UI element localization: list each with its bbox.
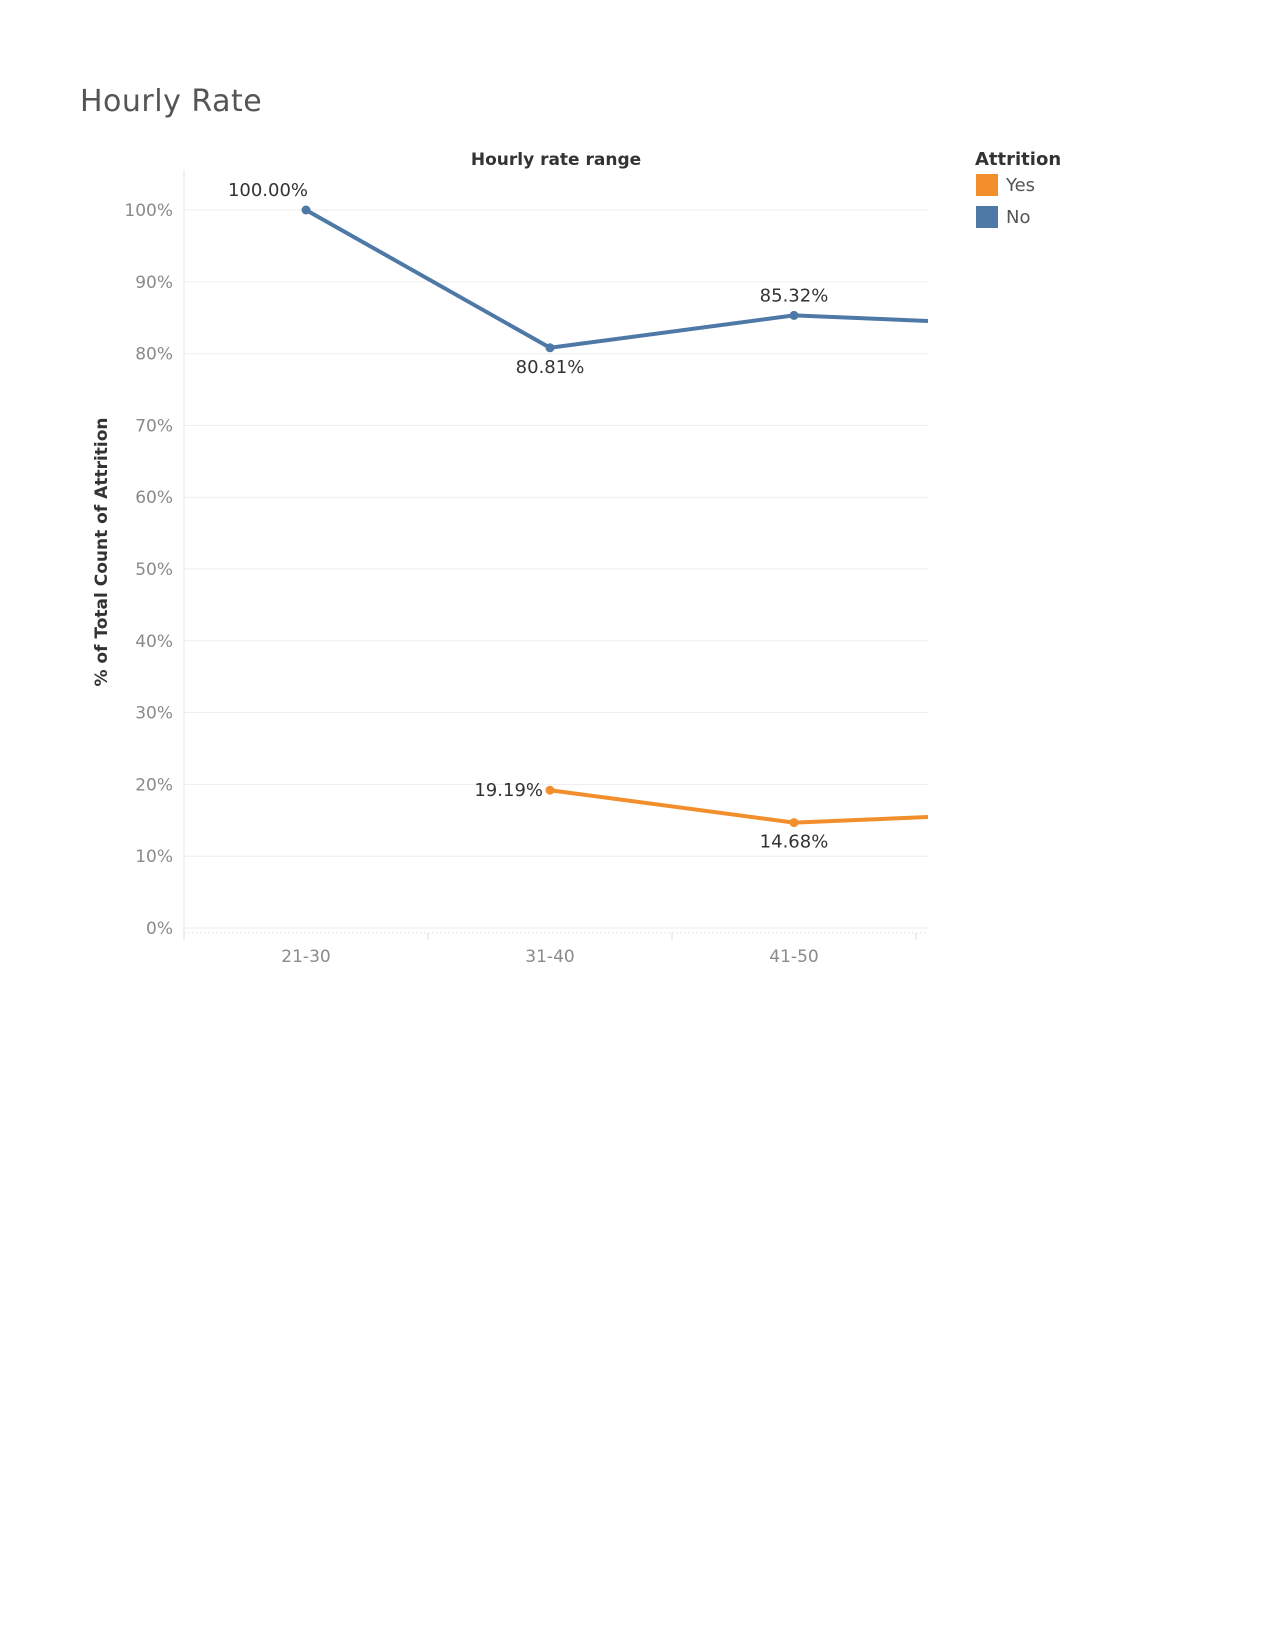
y-tick-label: 0% xyxy=(146,919,173,939)
x-tick-label: 41-50 xyxy=(769,947,818,967)
series-lines xyxy=(301,205,929,828)
y-tick-label: 20% xyxy=(135,775,173,795)
data-label: 85.32% xyxy=(760,285,829,306)
axes: 0% 10% 20% 30% 40% 50% 60% 70% 80% 90% 100% 21-30 31… xyxy=(92,150,928,967)
y-tick-label: 80% xyxy=(135,345,173,365)
x-tick-label: 21-30 xyxy=(281,947,330,967)
data-point xyxy=(545,343,555,353)
legend-item-label: No xyxy=(1006,207,1030,228)
y-tick-label: 30% xyxy=(135,704,173,724)
x-axis-title: Hourly rate range xyxy=(471,150,641,170)
y-tick-label: 40% xyxy=(135,632,173,652)
data-point xyxy=(789,310,799,320)
y-tick-label: 60% xyxy=(135,488,173,508)
legend-swatch xyxy=(976,174,998,196)
data-labels: 19.19% 14.68% 100.00% 80.81% 85.32% xyxy=(228,180,828,853)
legend-swatch xyxy=(976,206,998,228)
page-title: Hourly Rate xyxy=(80,84,263,119)
y-tick-label: 70% xyxy=(135,416,173,436)
data-label: 80.81% xyxy=(516,357,585,378)
data-label: 19.19% xyxy=(474,780,543,801)
legend-item-label: Yes xyxy=(1005,175,1035,196)
y-tick-label: 50% xyxy=(135,560,173,580)
legend-title: Attrition xyxy=(975,149,1061,170)
data-point xyxy=(545,785,555,795)
data-point xyxy=(789,818,799,828)
y-axis-title: % of Total Count of Attrition xyxy=(92,417,112,686)
y-tick-label: 100% xyxy=(124,201,173,221)
y-tick-label: 10% xyxy=(135,847,173,867)
legend: Attrition Yes No xyxy=(975,149,1061,228)
y-tick-label: 90% xyxy=(135,273,173,293)
x-tick-label: 31-40 xyxy=(525,947,574,967)
series-line-yes xyxy=(549,788,929,825)
data-label: 100.00% xyxy=(228,180,308,201)
data-point xyxy=(301,205,311,215)
gridlines xyxy=(184,209,928,929)
data-label: 14.68% xyxy=(760,832,829,853)
series-line-no xyxy=(305,208,929,350)
